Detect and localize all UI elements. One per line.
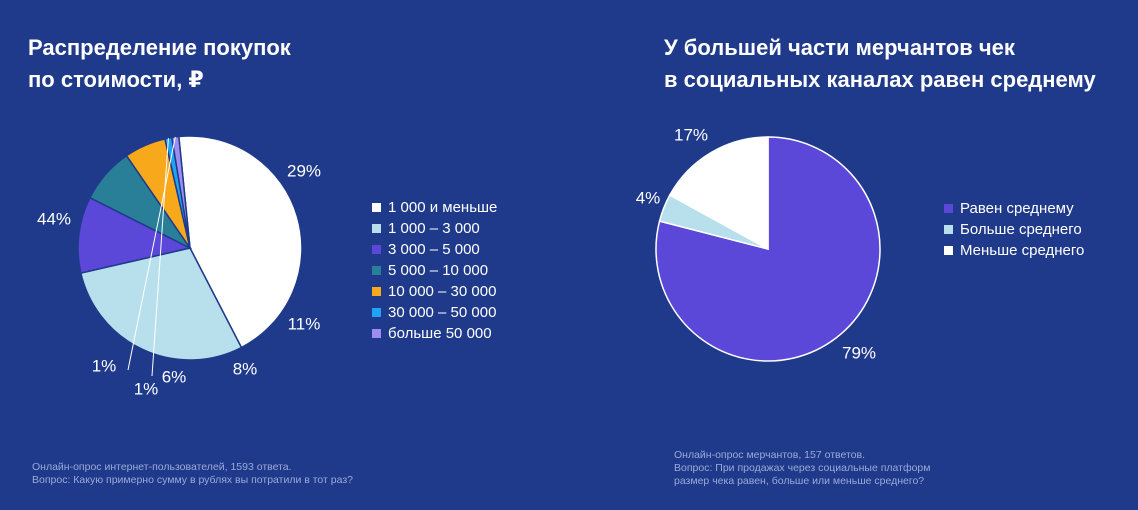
pie-slice-1: [177, 135, 303, 349]
legend-label: 1 000 и меньше: [388, 199, 498, 216]
left-legend: 1 000 и меньше 1 000 – 3 000 3 000 – 5 000…: [372, 197, 497, 344]
slice-label-3: 17%: [674, 125, 708, 144]
legend-label: 30 000 – 50 000: [388, 304, 497, 321]
legend-swatch: [372, 266, 381, 275]
slice-label-7: 1%: [92, 356, 117, 375]
legend-item-6: 30 000 – 50 000: [372, 302, 497, 323]
legend-label: 5 000 – 10 000: [388, 262, 489, 279]
legend-swatch: [372, 224, 381, 233]
left-chart-title: Распределение покупок по стоимости, ₽: [28, 32, 291, 96]
purchase-distribution-pie: 44%29%11%8%6%1%1%: [37, 135, 321, 398]
legend-item-2: Больше среднего: [944, 219, 1084, 240]
legend-swatch: [372, 203, 381, 212]
left-footnote-line1: Онлайн-опрос интернет-пользователей, 159…: [32, 461, 292, 473]
legend-swatch: [372, 308, 381, 317]
legend-label: 1 000 – 3 000: [388, 220, 480, 237]
legend-swatch: [372, 329, 381, 338]
left-title-line1: Распределение покупок: [28, 35, 291, 60]
pie-slice-3: [668, 136, 769, 251]
leader-line-6: [151, 138, 169, 377]
right-chart-title: У большей части мерчантов чек в социальн…: [664, 32, 1096, 96]
right-footnote-line1: Онлайн-опрос мерчантов, 157 ответов.: [674, 449, 866, 461]
legend-label: больше 50 000: [388, 325, 492, 342]
right-title-line2: в социальных каналах равен среднему: [664, 67, 1096, 92]
slice-label-1: 79%: [842, 343, 876, 362]
pie-slice-1: [655, 136, 881, 362]
slice-label-2: 29%: [287, 161, 321, 180]
slice-label-5: 6%: [162, 367, 187, 386]
slice-label-6: 1%: [134, 379, 159, 398]
slice-label-4: 8%: [233, 359, 258, 378]
slice-label-1: 44%: [37, 209, 71, 228]
right-legend: Равен среднему Больше среднего Меньше сред…: [944, 198, 1084, 261]
legend-item-3: 3 000 – 5 000: [372, 239, 497, 260]
legend-label: 3 000 – 5 000: [388, 241, 480, 258]
legend-swatch: [944, 246, 953, 255]
leader-line-7: [127, 136, 176, 371]
legend-swatch: [372, 287, 381, 296]
legend-item-4: 5 000 – 10 000: [372, 260, 497, 281]
right-footnote-line3: размер чека равен, больше или меньше сре…: [674, 475, 925, 487]
pie-slice-2: [79, 247, 243, 361]
legend-label: 10 000 – 30 000: [388, 283, 497, 300]
right-footnote-line2: Вопрос: При продажах через социальные пл…: [674, 462, 931, 474]
slice-label-2: 4%: [636, 188, 661, 207]
legend-item-2: 1 000 – 3 000: [372, 218, 497, 239]
right-footnote: Онлайн-опрос мерчантов, 157 ответов. Воп…: [674, 449, 930, 488]
legend-item-1: Равен среднему: [944, 198, 1084, 219]
pie-slice-3: [77, 196, 193, 274]
left-footnote-line2: Вопрос: Какую примерно сумму в рублях вы…: [32, 474, 353, 486]
legend-label: Меньше среднего: [960, 242, 1085, 259]
left-title-line2: по стоимости, ₽: [28, 67, 204, 92]
legend-label: Больше среднего: [960, 221, 1082, 238]
right-title-line1: У большей части мерчантов чек: [664, 35, 1015, 60]
legend-item-7: больше 50 000: [372, 323, 497, 344]
legend-label: Равен среднему: [960, 200, 1074, 217]
legend-swatch: [944, 204, 953, 213]
legend-swatch: [372, 245, 381, 254]
slice-label-3: 11%: [288, 314, 321, 333]
legend-item-5: 10 000 – 30 000: [372, 281, 497, 302]
legend-item-1: 1 000 и меньше: [372, 197, 497, 218]
left-footnote: Онлайн-опрос интернет-пользователей, 159…: [32, 461, 353, 487]
legend-item-3: Меньше среднего: [944, 240, 1084, 261]
legend-swatch: [944, 225, 953, 234]
